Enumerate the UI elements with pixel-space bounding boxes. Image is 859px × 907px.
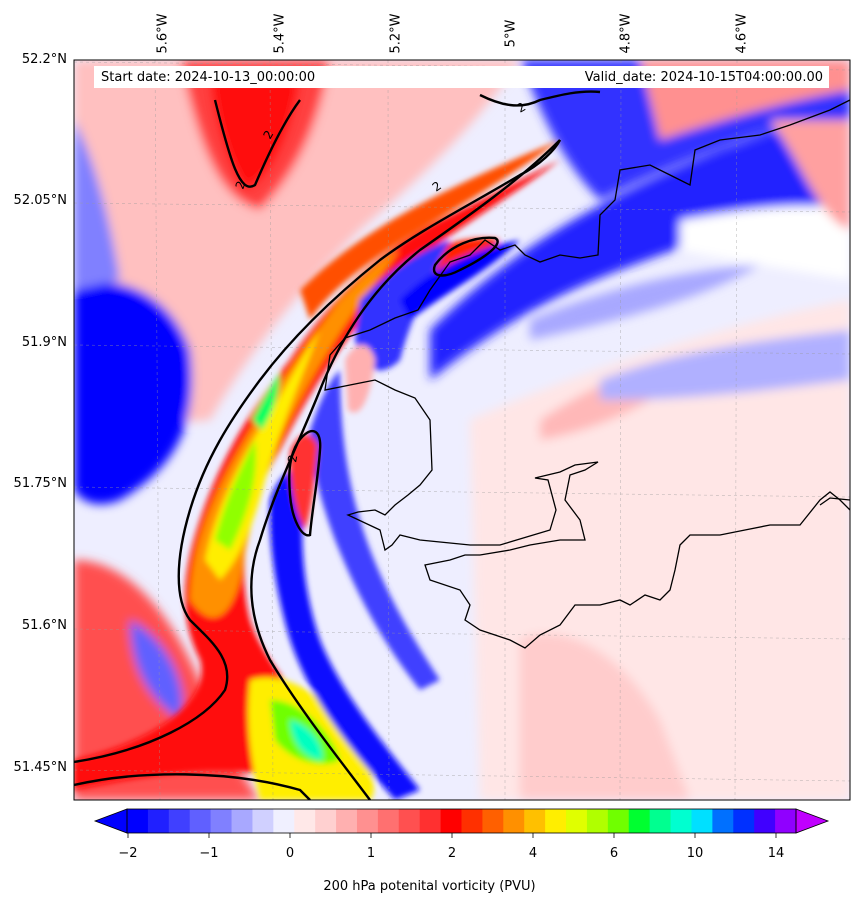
map-frame [73,59,851,801]
colorbar-cell [670,809,692,833]
colorbar-cell [754,809,776,833]
colorbar-cell [315,809,337,833]
colorbar-cell [628,809,651,833]
colorbar-cell [733,809,755,833]
colorbar-cell [168,809,191,833]
colorbar-cell [649,809,672,833]
contour-label: 2 [285,454,300,464]
colorbar-cell [524,809,546,833]
contour-label: 2 [233,179,249,191]
valid-date-label: Valid_date: 2024-10-15T04:00:00.00 [584,70,823,85]
date-banner [94,66,829,88]
colorbar-cell [712,809,734,833]
colorbar-cell [336,809,358,833]
colorbar-title: 200 hPa potenital vorticity (PVU) [323,879,536,894]
colorbar-cell [147,809,170,833]
longitude-label: 5.2°W [388,13,404,54]
latitude-label: 51.6°N [21,618,67,633]
latitude-label: 51.45°N [13,760,67,775]
coastline [324,99,850,649]
pv-field [74,60,850,800]
colorbar-cell [252,809,274,833]
colorbar-min-arrow [93,808,128,834]
longitude-label: 4.6°W [734,13,750,54]
colorbar-tick-label: −2 [118,846,138,861]
colorbar-frame [126,808,797,834]
colorbar-cell [210,809,233,833]
colorbar-cell [294,809,316,833]
colorbar-tick-label: −1 [199,846,219,861]
colorbar-tick-label: 14 [767,846,785,861]
start-date-label: Start date: 2024-10-13_00:00:00 [101,70,316,85]
colorbar-cell [356,809,379,833]
colorbar-cell [419,809,442,833]
colorbar [127,809,797,833]
colorbar-cell [586,809,609,833]
colorbar-cell [189,809,212,833]
colorbar-cell [545,809,567,833]
latitude-label: 51.9°N [21,335,67,350]
colorbar-tick-label: 4 [528,846,538,861]
colorbar-cell [607,809,630,833]
longitude-label: 5.6°W [155,13,171,54]
colorbar-cell [440,809,462,833]
longitude-label: 5.4°W [272,13,288,54]
latitude-label: 52.05°N [13,193,67,208]
longitude-label: 4.8°W [618,13,634,54]
colorbar-tick-label: 1 [366,846,376,861]
colorbar-tick-label: 6 [609,846,619,861]
pv-2-contours [74,90,601,800]
colorbar-cell [461,809,483,833]
colorbar-cell [127,809,149,833]
colorbar-tick-marks [127,833,777,838]
latitude-label: 51.75°N [13,476,67,491]
colorbar-cell [691,809,713,833]
colorbar-max-arrow [795,808,830,834]
colorbar-cell [377,809,400,833]
longitude-label: 5°W [503,19,519,48]
colorbar-cell [482,809,504,833]
latitude-label: 52.2°N [21,52,67,67]
colorbar-tick-label: 0 [285,846,295,861]
colorbar-cell [231,809,253,833]
colorbar-tick-label: 10 [686,846,704,861]
colorbar-cell [566,809,588,833]
colorbar-cell [775,809,797,833]
colorbar-tick-label: 2 [447,846,457,861]
colorbar-cell [503,809,525,833]
colorbar-cell [398,809,421,833]
colorbar-cell [273,809,295,833]
